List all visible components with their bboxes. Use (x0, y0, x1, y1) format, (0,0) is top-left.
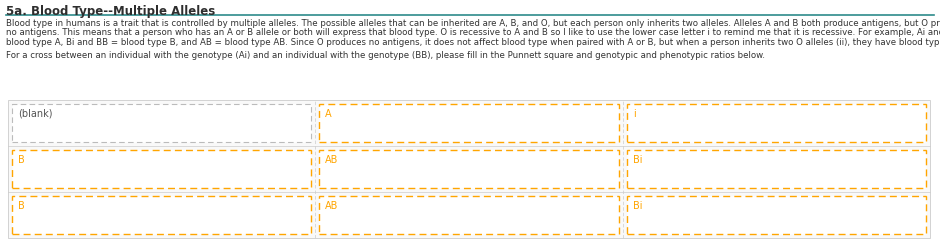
FancyBboxPatch shape (8, 100, 930, 238)
Text: B: B (18, 155, 24, 165)
Text: Bi: Bi (633, 201, 642, 211)
Text: AB: AB (325, 201, 338, 211)
Text: 5a. Blood Type--Multiple Alleles: 5a. Blood Type--Multiple Alleles (6, 5, 215, 18)
FancyBboxPatch shape (320, 104, 619, 142)
Text: For a cross between an individual with the genotype (Ai) and an individual with : For a cross between an individual with t… (6, 52, 765, 61)
FancyBboxPatch shape (12, 150, 311, 188)
FancyBboxPatch shape (627, 104, 926, 142)
Text: B: B (18, 201, 24, 211)
Text: AB: AB (325, 155, 338, 165)
FancyBboxPatch shape (627, 196, 926, 234)
FancyBboxPatch shape (320, 150, 619, 188)
Text: A: A (325, 109, 332, 119)
Text: Bi: Bi (633, 155, 642, 165)
Text: no antigens. This means that a person who has an A or B allele or both will expr: no antigens. This means that a person wh… (6, 28, 940, 37)
FancyBboxPatch shape (12, 196, 311, 234)
FancyBboxPatch shape (320, 196, 619, 234)
FancyBboxPatch shape (12, 104, 311, 142)
Text: blood type A, Bi and BB = blood type B, and AB = blood type AB. Since O produces: blood type A, Bi and BB = blood type B, … (6, 38, 940, 47)
Text: (blank): (blank) (18, 109, 53, 119)
Text: Blood type in humans is a trait that is controlled by multiple alleles. The poss: Blood type in humans is a trait that is … (6, 19, 940, 28)
FancyBboxPatch shape (627, 150, 926, 188)
Text: i: i (633, 109, 635, 119)
